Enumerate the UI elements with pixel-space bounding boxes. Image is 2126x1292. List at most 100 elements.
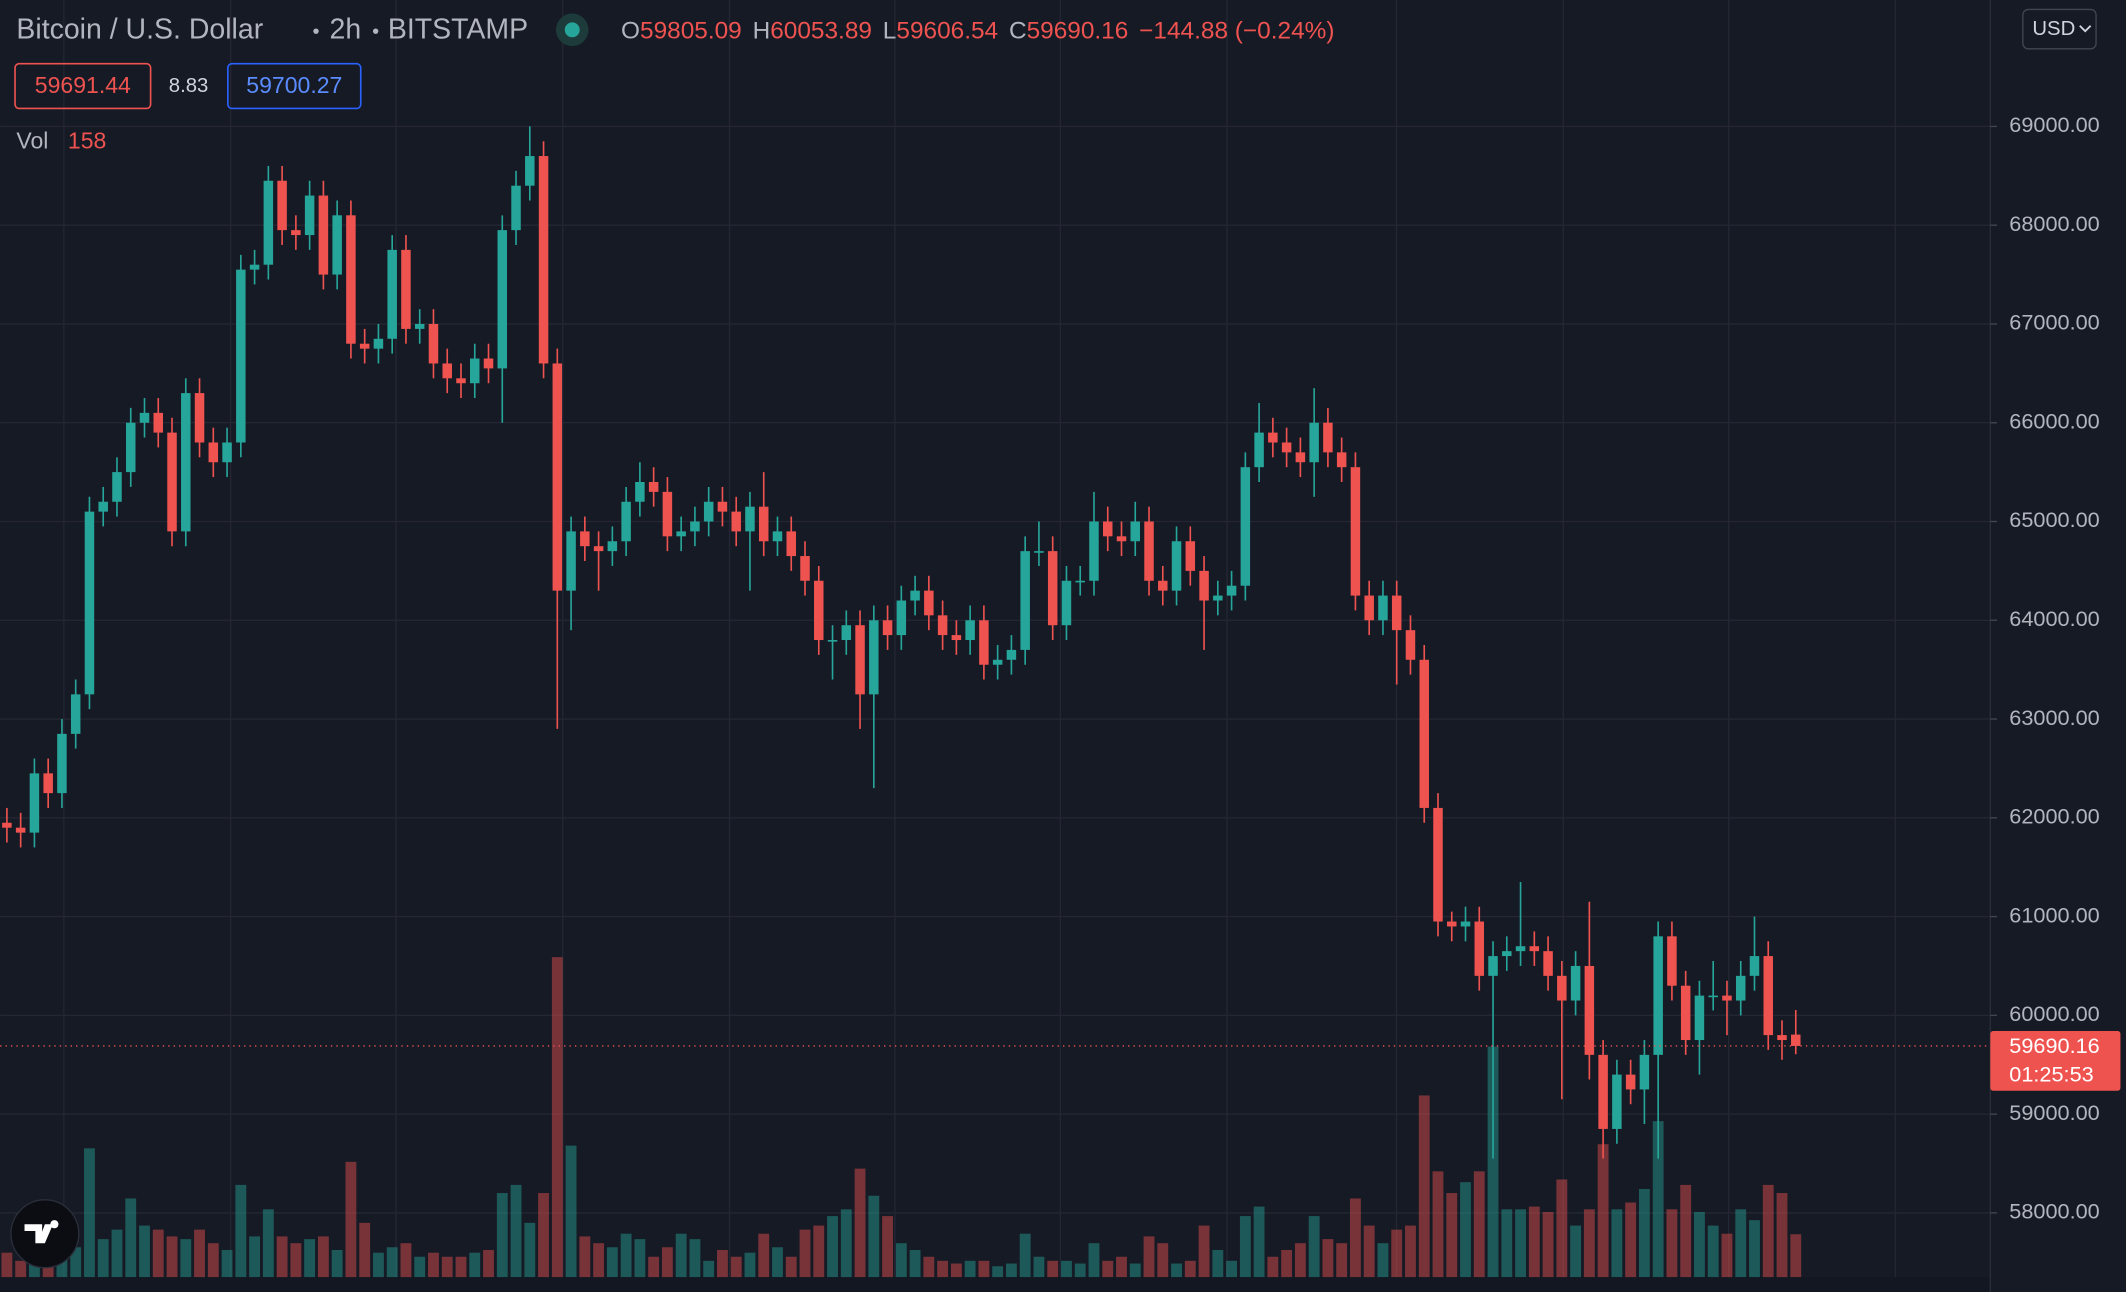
high-value: 60053.89	[770, 18, 872, 45]
candle-body	[1116, 536, 1127, 542]
candle-body	[167, 432, 177, 532]
candle-body	[263, 180, 274, 265]
candle-body	[979, 620, 989, 665]
candle-body	[139, 412, 150, 423]
interval: 2h	[330, 14, 362, 46]
candle-body	[1515, 946, 1526, 952]
ask-price[interactable]: 59700.27	[246, 72, 342, 98]
candle-body	[717, 501, 728, 512]
candle-body	[538, 156, 549, 364]
volume-bar	[1377, 1243, 1389, 1278]
volume-bar	[840, 1209, 852, 1278]
candle-body	[112, 472, 122, 502]
volume-bar	[152, 1229, 164, 1278]
volume-bar	[772, 1247, 783, 1278]
candle-body	[758, 506, 769, 542]
volume-bar	[909, 1249, 921, 1278]
candle-body	[1529, 946, 1540, 952]
candle-body	[1777, 1035, 1787, 1041]
y-tick-label: 68000.00	[2009, 211, 2099, 236]
bid-price[interactable]: 59691.44	[35, 72, 131, 98]
candle-body	[1612, 1074, 1622, 1129]
candle-body	[1722, 995, 1732, 1001]
volume-bar	[937, 1260, 949, 1278]
candle-body	[882, 620, 893, 636]
candle-body	[745, 506, 755, 532]
volume-bar	[455, 1256, 467, 1278]
volume-bar	[1184, 1260, 1196, 1278]
volume-bar	[1198, 1225, 1210, 1278]
candle-body	[1584, 965, 1595, 1055]
candle-body	[731, 511, 741, 532]
market-status[interactable]	[564, 22, 580, 38]
candle-body	[1047, 551, 1058, 626]
volume-bar	[1143, 1236, 1155, 1278]
candle-body	[1570, 965, 1581, 1001]
candle-body	[772, 531, 783, 542]
buy-button[interactable]	[227, 62, 362, 110]
volume-bar	[1597, 1144, 1609, 1278]
volume-bar	[1308, 1216, 1320, 1278]
candle-body	[1749, 956, 1760, 976]
volume-bar	[317, 1236, 329, 1278]
currency[interactable]: USD	[2032, 18, 2075, 40]
volume-bar	[1061, 1260, 1072, 1278]
volume-bar	[1157, 1243, 1169, 1278]
volume-bar	[1625, 1202, 1637, 1278]
y-tick-label: 66000.00	[2009, 408, 2099, 433]
candle-body	[153, 412, 164, 433]
volume-bar	[331, 1249, 343, 1278]
volume-bar	[1088, 1243, 1100, 1278]
candle-body	[1158, 580, 1168, 591]
volume-bar	[1638, 1188, 1650, 1278]
candle-body	[593, 546, 604, 552]
candle-body	[1763, 956, 1773, 1036]
candle-body	[703, 501, 714, 522]
volume-bar	[1212, 1249, 1224, 1278]
candle-body	[181, 393, 191, 532]
candle-body	[1213, 595, 1223, 601]
volume-bar	[689, 1239, 701, 1278]
candle-body	[607, 541, 618, 552]
volume-bar	[180, 1239, 192, 1278]
candle-body	[1378, 595, 1388, 621]
volume-bar	[1294, 1243, 1306, 1278]
volume-bar	[1171, 1263, 1182, 1278]
volume-bar	[1694, 1212, 1705, 1278]
candle-body	[1254, 432, 1264, 468]
currency-button[interactable]	[2022, 8, 2097, 50]
volume-bar	[97, 1239, 109, 1278]
volume-bar	[276, 1236, 288, 1278]
candle-body	[1130, 521, 1141, 542]
candle-body	[125, 422, 136, 473]
volume-bar	[483, 1249, 494, 1278]
candle-body	[359, 343, 370, 349]
volume-bar	[125, 1198, 137, 1278]
candle-body	[511, 185, 521, 231]
ohlc-letter: O	[621, 18, 640, 45]
candle-body	[1639, 1054, 1650, 1090]
volume-bar	[359, 1222, 371, 1278]
y-tick-label: 60000.00	[2009, 1001, 2099, 1026]
volume-bar	[730, 1256, 742, 1278]
y-tick-label: 58000.00	[2009, 1199, 2099, 1224]
volume-bar	[648, 1256, 660, 1278]
candle-body	[648, 481, 659, 492]
candle-body	[1433, 807, 1443, 922]
sell-button[interactable]	[14, 62, 152, 110]
volume-bar	[15, 1260, 27, 1278]
candle-body	[277, 180, 287, 231]
close-value: 59690.16	[1027, 18, 1129, 45]
volume-bar	[1583, 1209, 1595, 1278]
volume-bar	[496, 1193, 508, 1278]
volume-bar	[373, 1252, 384, 1278]
y-tick-label: 65000.00	[2009, 507, 2099, 532]
logo-mark	[24, 1220, 59, 1244]
candle-body	[346, 215, 356, 344]
volume-bar	[386, 1247, 398, 1278]
candle-body	[841, 625, 852, 641]
candle-body	[1708, 995, 1718, 998]
candle-body	[249, 264, 260, 270]
y-tick-label: 64000.00	[2009, 606, 2099, 631]
